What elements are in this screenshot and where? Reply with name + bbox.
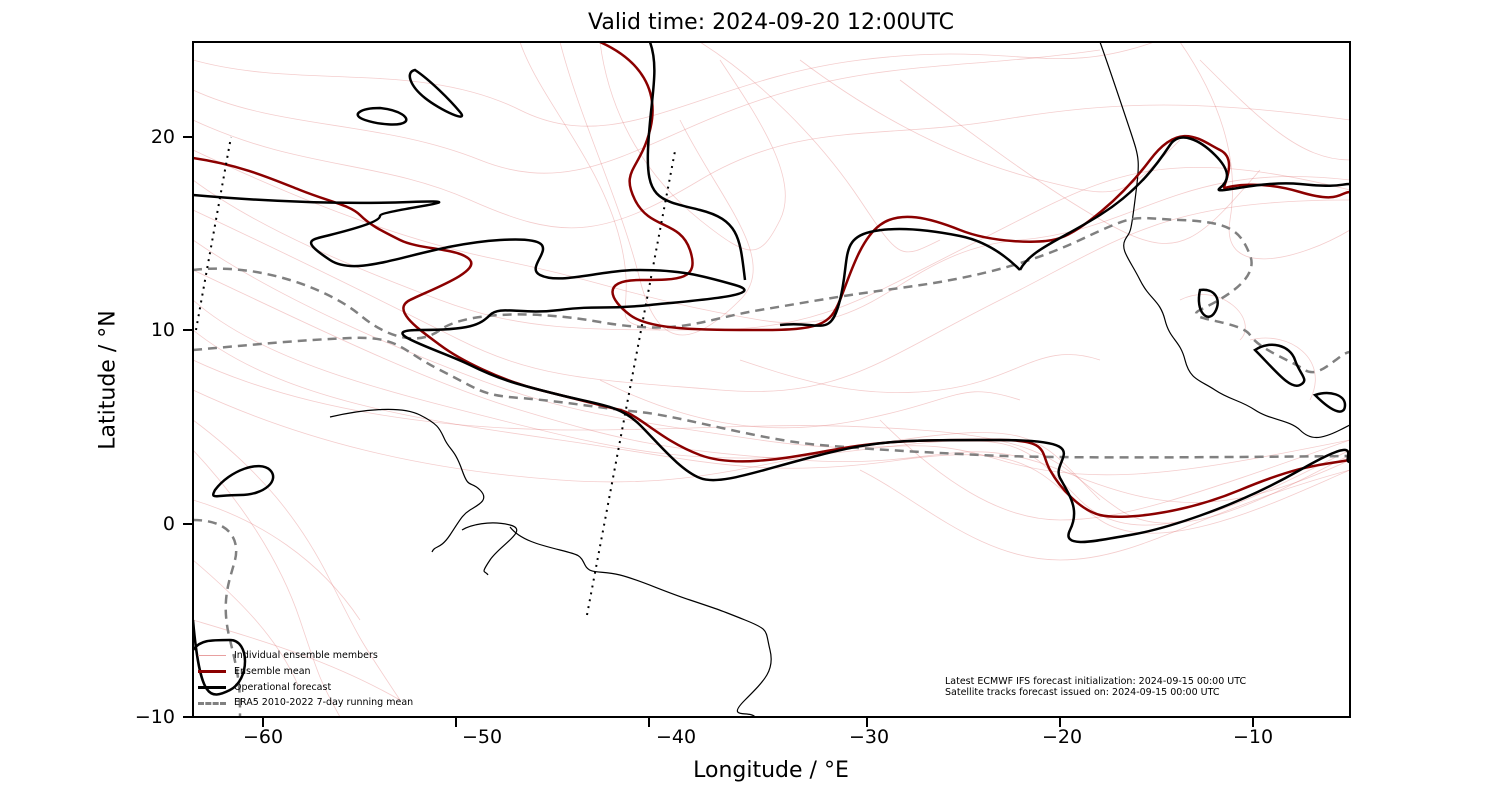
x-axis-label: Longitude / °E bbox=[693, 758, 849, 783]
ensemble-members bbox=[193, 42, 1350, 717]
forecast-info: Latest ECMWF IFS forecast initialization… bbox=[945, 676, 1247, 698]
y-tick-label: 10 bbox=[150, 319, 175, 341]
x-tick-label: −60 bbox=[242, 726, 284, 748]
coastline bbox=[329, 42, 1350, 717]
legend-label: ERA5 2010-2022 7-day running mean bbox=[234, 697, 414, 709]
x-tick-label: −50 bbox=[461, 726, 503, 748]
legend-item-ensemble-mean: Ensemble mean bbox=[198, 664, 413, 680]
chart-title: Valid time: 2024-09-20 12:00UTC bbox=[588, 10, 954, 35]
legend-swatch bbox=[198, 685, 226, 689]
forecast-init-text: Latest ECMWF IFS forecast initialization… bbox=[945, 676, 1247, 687]
axes-frame bbox=[192, 41, 1351, 718]
satellite-tracks bbox=[195, 136, 676, 616]
y-tick-label: −10 bbox=[134, 706, 175, 728]
legend-swatch bbox=[198, 655, 226, 657]
y-tick-label: 20 bbox=[150, 126, 175, 148]
legend-item-ensemble-members: Individual ensemble members bbox=[198, 648, 413, 664]
legend: Individual ensemble members Ensemble mea… bbox=[198, 648, 413, 711]
legend-item-operational-forecast: Operational forecast bbox=[198, 680, 413, 696]
x-tick-label: −20 bbox=[1041, 726, 1083, 748]
operational-forecast-line bbox=[193, 42, 1350, 696]
ensemble-mean-line bbox=[193, 42, 1350, 518]
satellite-issue-text: Satellite tracks forecast issued on: 202… bbox=[945, 686, 1220, 698]
legend-label: Ensemble mean bbox=[234, 665, 311, 677]
x-tick-label: −30 bbox=[848, 726, 890, 748]
legend-item-era5: ERA5 2010-2022 7-day running mean bbox=[198, 695, 413, 711]
y-axis-label: Latitude / °N bbox=[95, 310, 121, 450]
legend-swatch bbox=[198, 701, 226, 705]
x-tick-label: −40 bbox=[655, 726, 697, 748]
legend-label: Individual ensemble members bbox=[234, 650, 378, 661]
legend-label: Operational forecast bbox=[234, 681, 332, 693]
x-tick-label: −10 bbox=[1232, 726, 1274, 748]
legend-swatch bbox=[198, 670, 226, 674]
y-tick-label: 0 bbox=[162, 513, 175, 535]
era5-mean-line bbox=[193, 216, 1350, 717]
